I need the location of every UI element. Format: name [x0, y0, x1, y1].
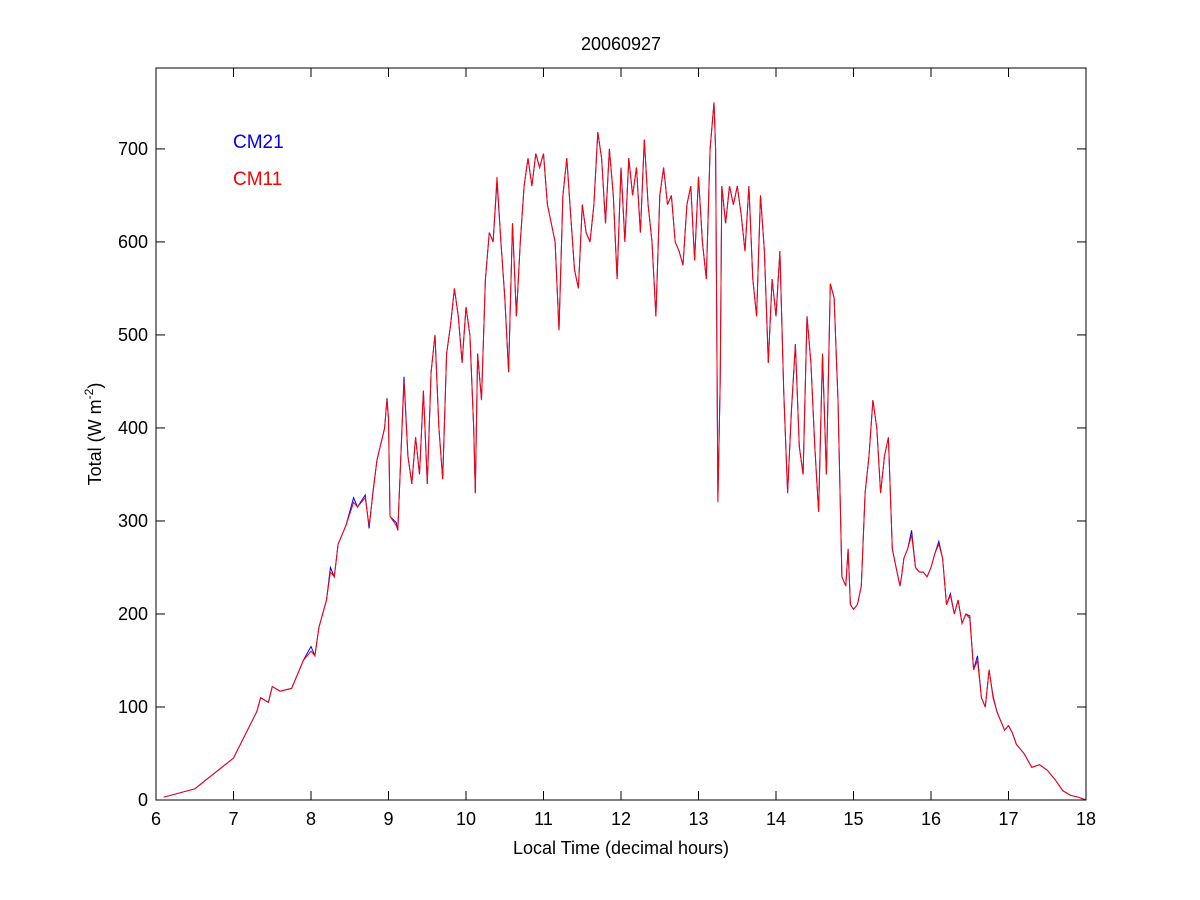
x-tick-label: 6 [151, 809, 161, 829]
y-tick-label: 700 [118, 139, 148, 159]
x-tick-label: 15 [843, 809, 863, 829]
legend-entry-cm21: CM21 [233, 132, 284, 153]
x-tick-label: 13 [688, 809, 708, 829]
x-tick-label: 7 [228, 809, 238, 829]
series-line-cm11 [163, 102, 1087, 801]
x-tick-label: 8 [306, 809, 316, 829]
x-tick-label: 11 [534, 809, 553, 829]
x-tick-label: 16 [921, 809, 941, 829]
x-tick-label: 14 [766, 809, 786, 829]
y-axis-label-main: Total (W m [85, 399, 105, 485]
plot-area [163, 102, 1087, 801]
y-tick-label: 600 [118, 232, 148, 252]
y-tick-label: 400 [118, 418, 148, 438]
y-axis-label: Total (W m-2) [82, 383, 105, 486]
axis-ticks: 6 7 8 9 10 11 12 13 14 15 16 17 18 0 100 200 300 400 500 60… [118, 68, 1096, 829]
legend-entry-cm11: CM11 [233, 169, 282, 190]
y-tick-label: 0 [138, 790, 148, 810]
y-tick-label: 300 [118, 511, 148, 531]
x-tick-label: 10 [456, 809, 476, 829]
x-tick-label: 17 [998, 809, 1018, 829]
y-tick-label: 500 [118, 325, 148, 345]
y-tick-label: 100 [118, 697, 148, 717]
chart-title: 20060927 [581, 34, 661, 54]
x-tick-label: 9 [383, 809, 393, 829]
x-tick-label: 18 [1076, 809, 1096, 829]
y-tick-label: 200 [118, 604, 148, 624]
legend: CM21 CM11 [233, 132, 284, 190]
y-axis-label-superscript: -2 [82, 388, 96, 399]
x-tick-label: 12 [611, 809, 631, 829]
x-axis-label: Local Time (decimal hours) [513, 838, 729, 858]
y-axis-label-end: ) [85, 383, 105, 389]
